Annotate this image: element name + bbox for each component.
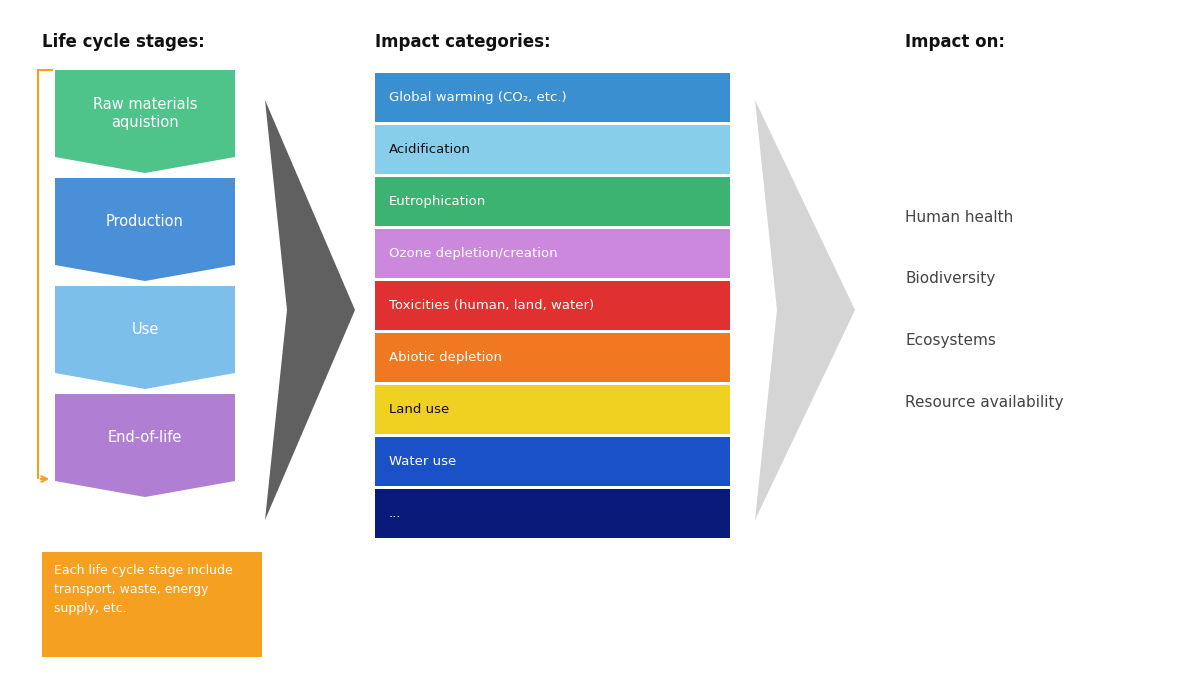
- FancyBboxPatch shape: [374, 73, 730, 122]
- Polygon shape: [755, 100, 856, 520]
- FancyBboxPatch shape: [374, 125, 730, 174]
- Polygon shape: [55, 178, 235, 281]
- Text: Land use: Land use: [389, 403, 449, 416]
- Text: Toxicities (human, land, water): Toxicities (human, land, water): [389, 299, 594, 312]
- Text: Raw materials
aquistion: Raw materials aquistion: [92, 97, 197, 130]
- Text: Biodiversity: Biodiversity: [905, 271, 995, 286]
- FancyBboxPatch shape: [374, 437, 730, 486]
- Text: Production: Production: [106, 214, 184, 229]
- FancyBboxPatch shape: [374, 385, 730, 434]
- FancyBboxPatch shape: [374, 229, 730, 278]
- Text: Water use: Water use: [389, 455, 456, 468]
- Text: Life cycle stages:: Life cycle stages:: [42, 33, 205, 51]
- FancyBboxPatch shape: [374, 177, 730, 226]
- Text: Resource availability: Resource availability: [905, 396, 1063, 410]
- Polygon shape: [265, 100, 355, 520]
- Text: Each life cycle stage include
transport, waste, energy
supply, etc.: Each life cycle stage include transport,…: [54, 564, 233, 615]
- FancyBboxPatch shape: [374, 281, 730, 330]
- Text: Eutrophication: Eutrophication: [389, 195, 486, 208]
- FancyBboxPatch shape: [42, 552, 262, 657]
- Text: Ecosystems: Ecosystems: [905, 333, 996, 348]
- Polygon shape: [55, 286, 235, 389]
- Text: Human health: Human health: [905, 209, 1013, 225]
- Text: Impact on:: Impact on:: [905, 33, 1006, 51]
- FancyBboxPatch shape: [374, 489, 730, 538]
- Text: Ozone depletion/creation: Ozone depletion/creation: [389, 247, 558, 260]
- Text: Impact categories:: Impact categories:: [374, 33, 551, 51]
- Text: Acidification: Acidification: [389, 143, 470, 156]
- Text: End-of-life: End-of-life: [108, 430, 182, 445]
- Text: Global warming (CO₂, etc.): Global warming (CO₂, etc.): [389, 91, 566, 104]
- Text: Abiotic depletion: Abiotic depletion: [389, 351, 502, 364]
- Polygon shape: [55, 394, 235, 497]
- Polygon shape: [55, 70, 235, 173]
- Text: Use: Use: [131, 322, 158, 337]
- FancyBboxPatch shape: [374, 333, 730, 382]
- Text: ...: ...: [389, 507, 401, 520]
